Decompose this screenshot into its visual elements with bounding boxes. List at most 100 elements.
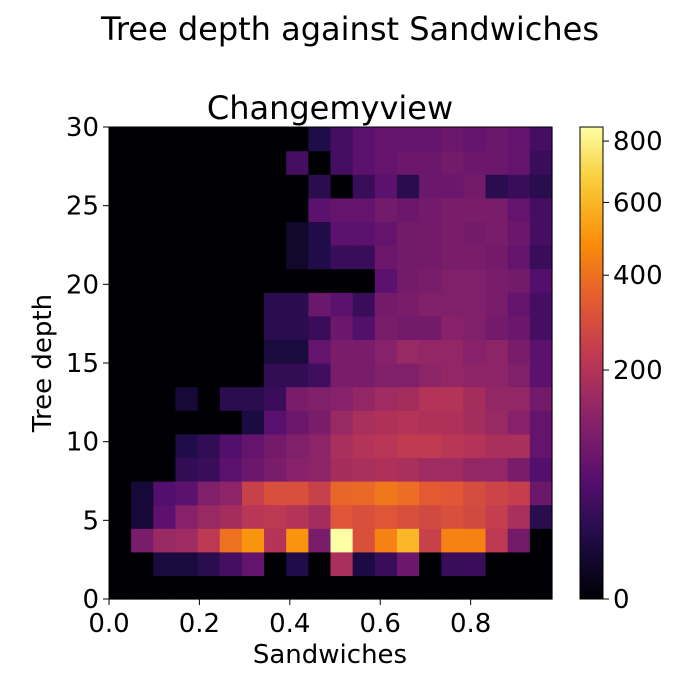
heatmap-cell	[197, 457, 221, 482]
heatmap-cell	[507, 315, 531, 340]
heatmap-cell	[264, 150, 287, 175]
heatmap-cell	[529, 575, 553, 600]
heatmap-cell	[219, 504, 243, 529]
heatmap-cell	[507, 292, 531, 317]
heatmap-cell	[286, 127, 309, 152]
heatmap-cell	[507, 433, 531, 458]
heatmap-cell	[264, 127, 287, 152]
heatmap-cell	[529, 339, 553, 364]
heatmap-cell	[131, 292, 154, 317]
heatmap-cell	[264, 433, 287, 458]
heatmap-cell	[485, 174, 509, 199]
heatmap-cell	[131, 386, 154, 411]
heatmap-cell	[463, 292, 487, 317]
heatmap-cell	[175, 197, 199, 222]
heatmap-cell	[374, 410, 398, 435]
heatmap-cell	[286, 363, 309, 388]
heatmap-cell	[153, 410, 177, 435]
heatmap-cell	[131, 268, 154, 293]
heatmap-cell	[396, 575, 420, 600]
heatmap-cell	[374, 315, 398, 340]
heatmap-cell	[330, 197, 354, 222]
heatmap-cell	[197, 481, 221, 506]
heatmap-cell	[419, 339, 442, 364]
x-tick-label: 0.0	[88, 609, 129, 639]
heatmap-cell	[153, 221, 177, 246]
heatmap-cell	[441, 410, 464, 435]
heatmap-cell	[197, 363, 221, 388]
heatmap-cell	[529, 410, 553, 435]
heatmap-cell	[131, 504, 154, 529]
heatmap-cell	[219, 268, 243, 293]
heatmap-cell	[308, 575, 332, 600]
heatmap-cell	[529, 221, 553, 246]
heatmap-cell	[197, 528, 221, 553]
heatmap-cell	[219, 245, 243, 270]
heatmap-cell	[197, 245, 221, 270]
heatmap-cell	[175, 150, 199, 175]
heatmap-cell	[485, 245, 509, 270]
y-tick-label: 25	[66, 192, 99, 222]
heatmap-cell	[219, 457, 243, 482]
heatmap-cell	[197, 150, 221, 175]
heatmap-cell	[374, 363, 398, 388]
heatmap-cell	[286, 575, 309, 600]
heatmap-cell	[374, 551, 398, 576]
heatmap-cell	[131, 575, 154, 600]
heatmap-cell	[264, 410, 287, 435]
heatmap-cell	[352, 481, 376, 506]
heatmap-cell	[264, 339, 287, 364]
heatmap-cell	[352, 363, 376, 388]
heatmap-cell	[419, 410, 442, 435]
heatmap-cell	[352, 551, 376, 576]
heatmap-cell	[396, 150, 420, 175]
heatmap-cell	[175, 551, 199, 576]
heatmap-cell	[507, 410, 531, 435]
heatmap-cell	[153, 504, 177, 529]
heatmap-cell	[396, 245, 420, 270]
heatmap-cell	[109, 363, 132, 388]
heatmap-cell	[441, 127, 464, 152]
heatmap-cell	[352, 268, 376, 293]
heatmap-cell	[264, 575, 287, 600]
heatmap-cell	[485, 339, 509, 364]
heatmap-cell	[241, 150, 265, 175]
heatmap-cell	[330, 292, 354, 317]
heatmap-cell	[419, 575, 442, 600]
colorbar-tick-label: 800	[613, 127, 663, 157]
heatmap-cell	[330, 551, 354, 576]
heatmap-cell	[374, 127, 398, 152]
heatmap-cell	[197, 127, 221, 152]
heatmap-cell	[529, 363, 553, 388]
heatmap-cell	[396, 197, 420, 222]
heatmap-cell	[352, 339, 376, 364]
heatmap-cell	[219, 528, 243, 553]
heatmap-cell	[153, 292, 177, 317]
heatmap-cell	[219, 292, 243, 317]
heatmap-cell	[197, 292, 221, 317]
heatmap-cell	[286, 315, 309, 340]
heatmap-cell	[308, 481, 332, 506]
heatmap-cell	[441, 268, 464, 293]
heatmap-cell	[219, 433, 243, 458]
heatmap-cell	[396, 481, 420, 506]
heatmap-cell	[175, 457, 199, 482]
heatmap-cell	[219, 127, 243, 152]
heatmap-cell	[463, 410, 487, 435]
heatmap-cell	[463, 197, 487, 222]
heatmap-cell	[109, 386, 132, 411]
heatmap-cell	[131, 127, 154, 152]
heatmap-cell	[241, 127, 265, 152]
heatmap-cell	[529, 292, 553, 317]
heatmap-cell	[374, 174, 398, 199]
heatmap-cell	[308, 551, 332, 576]
heatmap-cell	[374, 457, 398, 482]
heatmap-cell	[463, 363, 487, 388]
heatmap-cell	[330, 221, 354, 246]
heatmap-cell	[264, 315, 287, 340]
heatmap-cell	[241, 457, 265, 482]
heatmap-cell	[131, 197, 154, 222]
heatmap-cell	[153, 127, 177, 152]
heatmap-cell	[529, 174, 553, 199]
heatmap-cell	[175, 127, 199, 152]
